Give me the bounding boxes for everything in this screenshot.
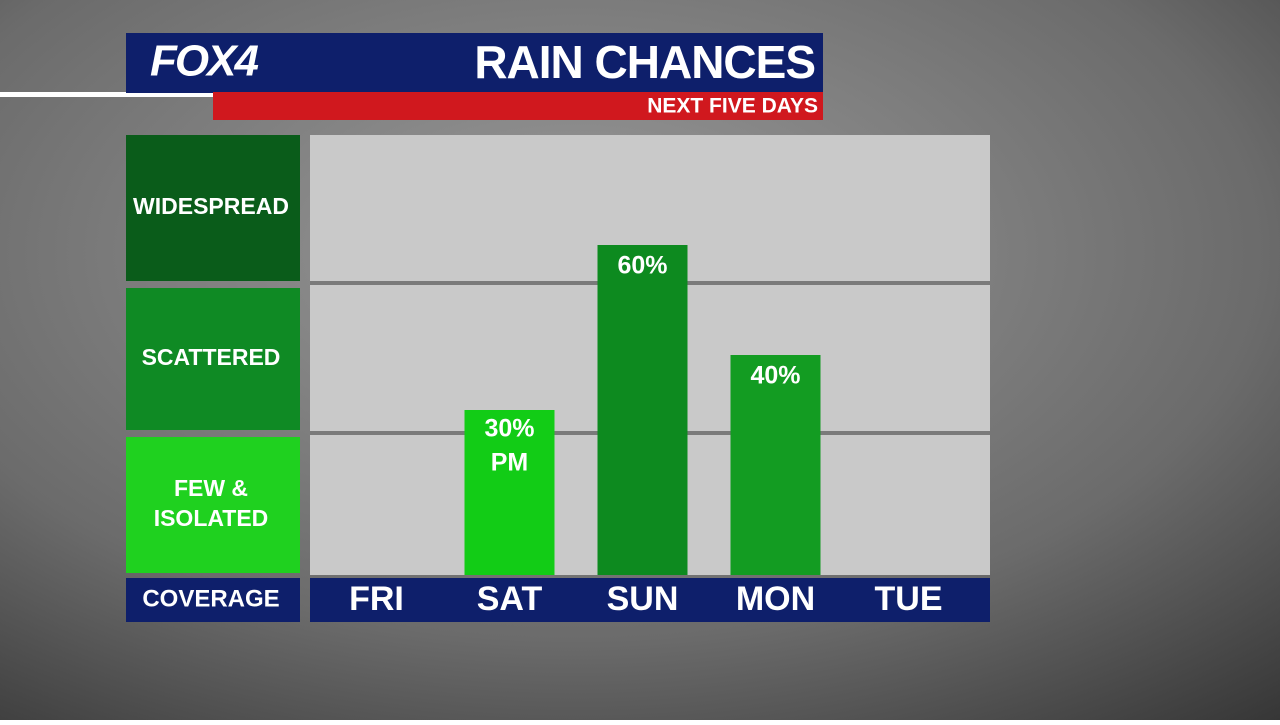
x-tick-label: TUE <box>875 580 943 618</box>
bar <box>730 355 821 575</box>
bar <box>464 410 555 575</box>
value-label: 60% <box>617 252 667 280</box>
chart-subtitle: NEXT FIVE DAYS <box>647 95 818 118</box>
x-tick-label: SAT <box>477 580 543 618</box>
value-label: 30% <box>484 415 534 443</box>
coverage-band <box>126 288 300 430</box>
x-tick-label: MON <box>736 580 815 618</box>
value-label: 40% <box>750 362 800 390</box>
chart-title: RAIN CHANCES <box>474 36 815 88</box>
coverage-label: ISOLATED <box>154 505 269 531</box>
x-axis-bar <box>310 578 990 622</box>
coverage-label: WIDESPREAD <box>133 193 289 219</box>
coverage-label: SCATTERED <box>142 344 281 370</box>
x-tick-label: SUN <box>607 580 679 618</box>
brand-logo: FOX4 <box>150 37 258 86</box>
coverage-label: FEW & <box>174 475 248 501</box>
value-label: PM <box>491 449 529 477</box>
bar <box>597 245 688 575</box>
coverage-band <box>126 437 300 573</box>
x-tick-label: FRI <box>349 580 404 618</box>
header-line <box>0 92 214 97</box>
y-axis-label-box <box>126 578 300 622</box>
subtitle-box <box>213 92 823 120</box>
y-axis-label: COVERAGE <box>142 585 279 612</box>
header-box <box>126 33 823 93</box>
coverage-band <box>126 135 300 281</box>
